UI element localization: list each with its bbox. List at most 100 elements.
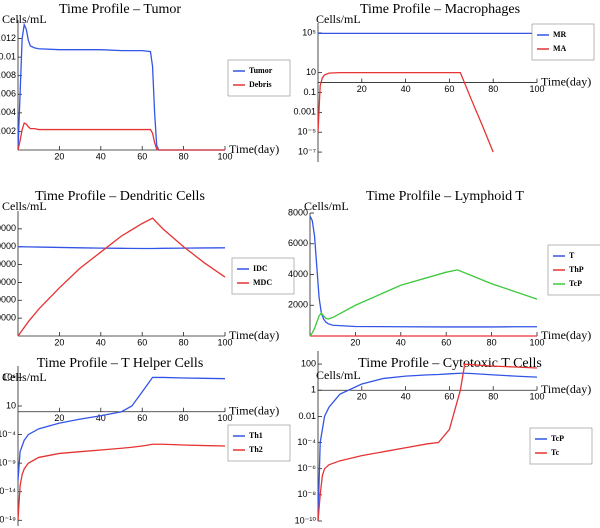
series-line [317,363,538,522]
y-tick-label: 50000 [0,241,16,251]
legend-box [529,427,593,465]
x-tick-label: 100 [217,151,232,161]
x-axis-label: Time(day) [541,382,591,396]
x-tick-label: 20 [357,392,367,402]
x-axis-label: Time(day) [229,403,279,417]
x-axis-label: Time(day) [229,328,279,342]
x-tick-label: 80 [487,337,497,347]
x-tick-label: 100 [529,392,544,402]
series-line [317,372,538,522]
x-tick-label: 60 [441,337,451,347]
legend-label: Debris [249,80,272,89]
y-tick-label: 0.001 [293,107,316,117]
y-tick-label: 60000 [0,223,16,233]
chart-title: Time Profile – Tumor [59,2,181,17]
y-tick-label: 4000 [288,269,308,279]
y-tick-label: 10⁵ [302,27,316,37]
y-tick-label: 100 [301,358,316,368]
x-tick-label: 20 [350,337,360,347]
x-tick-label: 20 [54,337,64,347]
x-tick-label: 60 [444,84,454,94]
legend-label: Th1 [249,431,263,440]
x-tick-label: 60 [137,151,147,161]
y-tick-label: 6000 [288,238,308,248]
y-tick-label: 10⁻⁷ [298,146,316,156]
y-tick-label: 0.008 [0,70,16,80]
x-tick-label: 40 [96,151,106,161]
legend-label: ThP [569,265,584,274]
y-tick-label: 0.012 [0,33,16,43]
chart-title: Time Profile – T Helper Cells [37,356,204,371]
x-tick-label: 40 [96,413,106,423]
series-line [17,122,225,151]
y-tick-label: 10⁶ [2,372,16,382]
x-tick-label: 60 [137,413,147,423]
x-tick-label: 80 [179,337,189,347]
y-axis-label: Cells/mL [316,368,361,382]
x-tick-label: 20 [54,151,64,161]
y-axis-label: Cells/mL [2,12,47,26]
x-tick-label: 100 [529,337,544,347]
series-line [17,246,226,250]
legend-box [227,59,291,97]
legend-label: TcP [569,279,582,288]
legend-label: IDC [253,264,268,273]
y-tick-label: 0.004 [0,107,16,117]
legend-box [227,424,291,462]
x-tick-label: 40 [96,337,106,347]
x-tick-label: 80 [488,84,498,94]
legend-box [231,257,295,295]
series-line [309,215,537,328]
y-tick-label: 2000 [288,300,308,310]
y-tick-label: 10⁻¹⁰ [295,515,317,525]
x-tick-label: 80 [179,151,189,161]
y-tick-label: 10⁻⁸ [297,489,316,499]
legend-label: MA [553,44,567,53]
legend-label: Tc [551,448,560,457]
x-tick-label: 20 [357,84,367,94]
x-tick-label: 40 [401,84,411,94]
series-line [17,22,225,151]
y-tick-label: 10⁻⁵ [298,127,317,137]
x-tick-label: 80 [179,413,189,423]
x-tick-label: 40 [396,337,406,347]
chart-title: Time Profile – Macrophages [360,2,520,17]
y-tick-label: 0.1 [303,87,316,97]
legend-label: MDC [253,278,272,287]
series-line [17,443,226,521]
series-line [17,376,226,481]
y-tick-label: 8000 [288,207,308,217]
x-tick-label: 100 [217,413,232,423]
x-axis-label: Time(day) [541,74,591,88]
x-tick-label: 100 [529,84,544,94]
series-line [317,71,494,153]
y-tick-label: 10000 [0,313,16,323]
y-tick-label: 10⁻⁹ [0,458,16,468]
x-axis-label: Time(day) [541,328,591,342]
x-axis-label: Time(day) [229,142,279,156]
y-tick-label: 1 [311,385,316,395]
x-tick-label: 80 [488,392,498,402]
legend-label: TcP [551,434,564,443]
y-tick-label: 10⁻⁶ [298,463,317,473]
y-tick-label: 20000 [0,295,16,305]
x-tick-label: 20 [54,413,64,423]
y-tick-label: 0.006 [0,89,16,99]
y-tick-label: 40000 [0,259,16,269]
x-tick-label: 40 [401,392,411,402]
y-tick-label: 10⁻¹⁴ [0,486,16,496]
legend-label: Tumor [249,66,273,75]
y-tick-label: 10⁻⁴ [0,429,16,439]
y-tick-label: 30000 [0,277,16,287]
y-axis-label: Cells/mL [2,370,47,384]
y-tick-label: 10⁻⁴ [297,437,316,447]
y-tick-label: 0.01 [0,52,16,62]
legend-label: Th2 [249,445,263,454]
legend-box [531,23,595,61]
chart-title: Time Prolfile – Lymphoid T [366,189,524,204]
series-line [309,269,538,337]
y-tick-label: 10 [306,67,316,77]
x-tick-label: 60 [137,337,147,347]
y-axis-label: Cells/mL [2,199,47,213]
